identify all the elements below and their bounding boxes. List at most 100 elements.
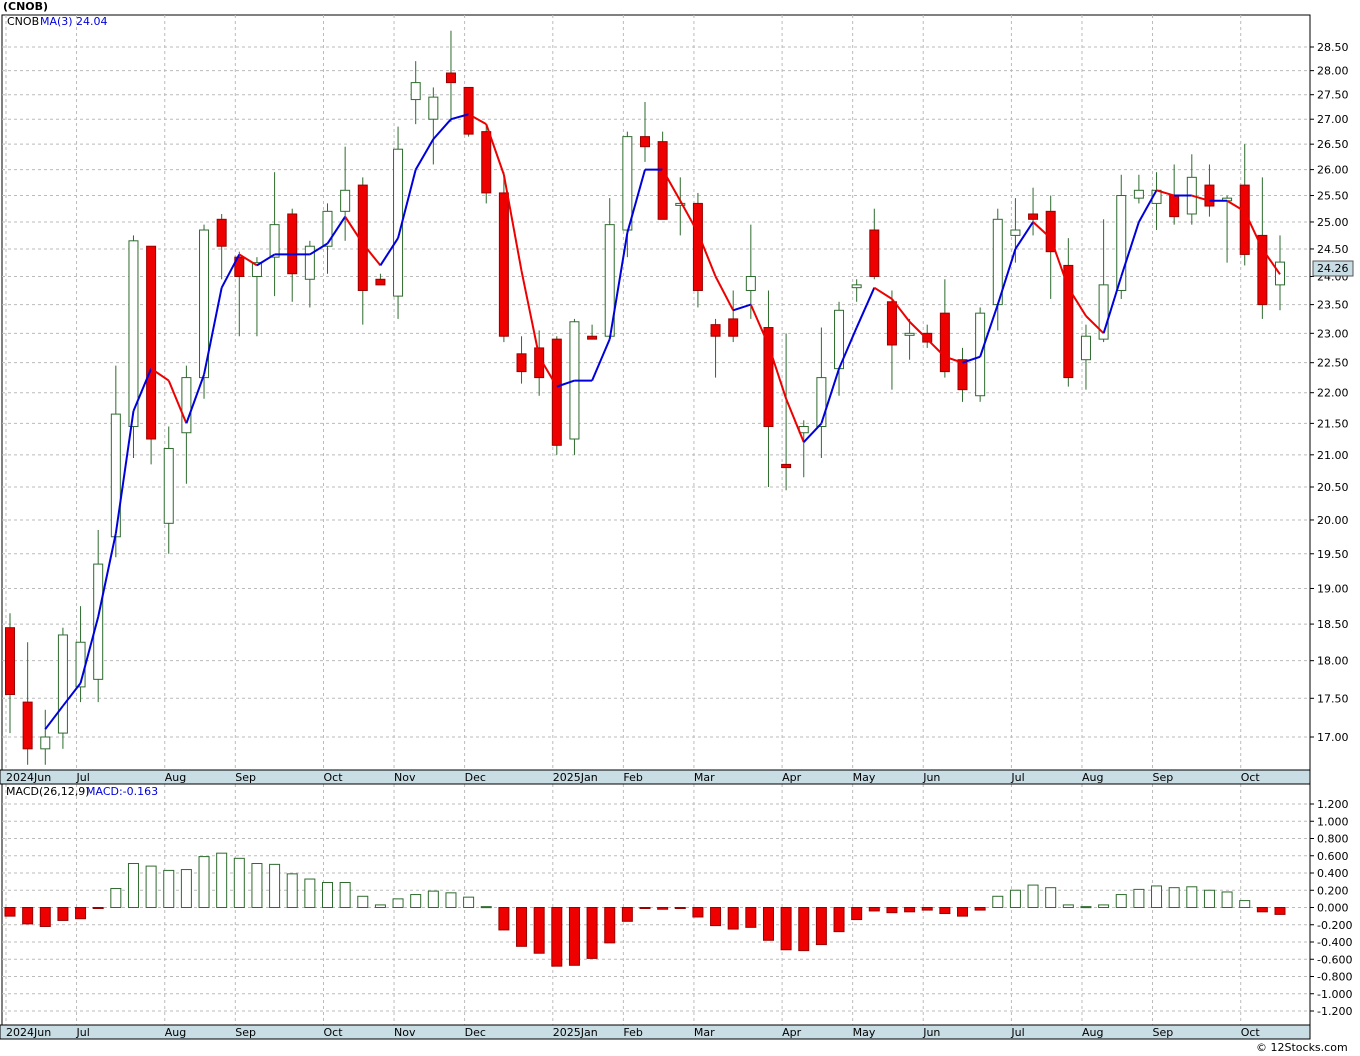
macd-bar-positive	[216, 852, 228, 908]
last-price-tag	[1312, 260, 1354, 277]
candle-up	[1080, 335, 1091, 361]
candle-down	[481, 131, 492, 194]
ma-segment	[767, 344, 788, 400]
ma-segment	[220, 253, 241, 289]
legend-ma: MA(3)	[40, 15, 73, 28]
candle-up	[410, 82, 421, 101]
ma-segment	[167, 380, 188, 424]
candle-down	[551, 338, 562, 446]
macd-bar-positive	[198, 856, 210, 908]
macd-bar-negative	[798, 907, 810, 952]
candle-down	[587, 335, 598, 340]
y-tick-label: 19.00	[1317, 582, 1349, 595]
macd-bar-negative	[1274, 907, 1286, 915]
macd-bar-positive	[1115, 894, 1127, 908]
y-tick-label: -0.400	[1317, 936, 1352, 949]
macd-bar-negative	[621, 907, 633, 922]
candle-up	[304, 245, 315, 280]
macd-bar-negative	[833, 907, 845, 933]
candlestick-series	[5, 30, 1285, 765]
ma-segment	[661, 169, 682, 202]
macd-bar-positive	[110, 888, 122, 909]
macd-bar-negative	[710, 907, 722, 927]
macd-bar-negative	[568, 907, 580, 966]
candle-up	[251, 262, 262, 277]
y-tick-label: 21.00	[1317, 449, 1349, 462]
x-tick-label: Nov	[394, 1026, 416, 1039]
macd-bar-positive	[1045, 887, 1057, 908]
macd-bar-negative	[39, 907, 51, 927]
ma-segment	[820, 368, 840, 424]
x-tick-label: Sep	[1153, 771, 1174, 784]
ma-segment	[803, 422, 823, 443]
ma-segment	[591, 338, 611, 381]
y-tick-label: -1.000	[1317, 988, 1352, 1001]
macd-bar-positive	[445, 892, 457, 909]
y-tick-label: 21.50	[1317, 417, 1349, 430]
macd-bar-negative	[586, 907, 598, 959]
x-tick-label: Apr	[782, 1026, 802, 1039]
macd-bar-negative	[904, 907, 916, 913]
candle-down	[463, 86, 474, 135]
x-tick-label: Oct	[1241, 1026, 1261, 1039]
y-tick-label: 22.50	[1317, 357, 1349, 370]
candle-up	[40, 736, 51, 750]
candle-down	[216, 218, 227, 247]
x-axis-band-top	[0, 769, 1311, 785]
ma-segment	[926, 338, 946, 358]
ma-segment	[520, 270, 541, 357]
x-tick-label: Apr	[782, 771, 802, 784]
ma-segment	[679, 200, 699, 234]
x-axis-band-bottom	[0, 1024, 1311, 1040]
ma-segment	[608, 232, 629, 340]
macd-bar-positive	[392, 898, 404, 908]
macd-bar-positive	[1203, 889, 1215, 908]
x-tick-label: Jul	[1010, 771, 1024, 784]
ma-segment	[414, 138, 435, 171]
y-tick-label: 17.50	[1317, 692, 1349, 705]
ma-segment	[1049, 237, 1070, 289]
ma-segment	[79, 616, 100, 684]
x-tick-label: Feb	[623, 771, 642, 784]
candle-up	[181, 377, 192, 434]
macd-bar-positive	[427, 890, 439, 908]
ma-segment	[1191, 194, 1210, 202]
ma-segment	[132, 368, 153, 412]
candle-down	[939, 312, 950, 373]
candle-down	[1063, 264, 1074, 379]
last-price-tag-text: 24.26	[1317, 262, 1349, 275]
macd-bar-positive	[1239, 900, 1251, 908]
macd-bar-negative	[639, 907, 651, 909]
ma-segment	[256, 253, 276, 267]
ma-segment	[203, 287, 223, 375]
ma-segment	[502, 174, 523, 272]
ma-segment	[714, 276, 735, 311]
y-tick-label: 26.50	[1317, 138, 1349, 151]
ma-segment	[238, 253, 258, 267]
candle-up	[851, 284, 862, 289]
macd-bar-positive	[1080, 906, 1092, 909]
ma-segment	[450, 113, 469, 121]
candle-down	[1169, 195, 1180, 218]
candle-up	[93, 563, 104, 680]
y-tick-label: 18.50	[1317, 618, 1349, 631]
macd-bar-positive	[304, 878, 316, 908]
candle-down	[22, 701, 33, 750]
ma-segment	[485, 123, 505, 176]
candle-down	[692, 202, 703, 291]
candle-up	[269, 224, 280, 258]
macd-label: MACD(26,12,9)	[6, 785, 90, 798]
candle-down	[1045, 210, 1056, 253]
ma-segment	[97, 533, 117, 618]
macd-bar-positive	[127, 863, 139, 909]
moving-average-line	[44, 113, 1281, 730]
macd-bar-negative	[604, 907, 616, 944]
ma-segment	[1261, 248, 1281, 275]
macd-bar-positive	[1027, 884, 1039, 909]
y-tick-label: 25.50	[1317, 190, 1349, 203]
candle-up	[1010, 229, 1021, 236]
ma-segment	[309, 242, 329, 256]
macd-bar-positive	[463, 896, 475, 909]
candle-down	[5, 627, 15, 695]
macd-bar-positive	[163, 869, 175, 908]
